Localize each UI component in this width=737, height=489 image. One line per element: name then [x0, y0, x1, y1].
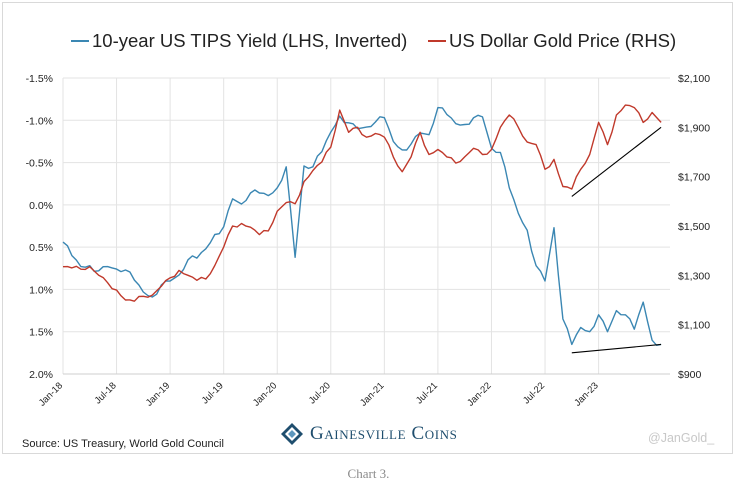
x-tick-label: Jan-23 [572, 380, 600, 408]
y-right-tick-label: $900 [678, 369, 702, 381]
y-left-tick-label: 0.5% [29, 242, 53, 254]
y-right-tick-label: $1,300 [678, 270, 710, 282]
brand-logo: Gainesville Coins [280, 422, 458, 446]
legend-label-gold: US Dollar Gold Price (RHS) [449, 30, 677, 51]
y-left-tick-label: 1.5% [29, 327, 53, 339]
y-right-tick-label: $1,500 [678, 221, 710, 233]
y-right-tick-label: $2,100 [678, 73, 710, 85]
x-tick-label: Jul-22 [521, 380, 547, 406]
x-tick-label: Jul-20 [307, 380, 333, 406]
series-line-tips-yield [62, 106, 662, 346]
y-right-tick-label: $1,100 [678, 320, 710, 332]
x-tick-label: Jul-19 [200, 380, 226, 406]
legend-item-gold: US Dollar Gold Price (RHS) [428, 30, 676, 52]
brand-name: Gainesville Coins [310, 423, 458, 444]
gold-trend-line [571, 126, 662, 197]
y-right-tick-label: $1,900 [678, 122, 710, 134]
legend-swatch-gold [428, 39, 446, 43]
chart-frame [2, 2, 733, 454]
legend-swatch-tips [71, 39, 89, 43]
y-left-tick-label: -1.0% [26, 115, 53, 127]
figure-caption: Chart 3. [347, 466, 390, 481]
y-right-tick-label: $1,700 [678, 172, 710, 184]
x-tick-label: Jan-22 [465, 380, 493, 408]
y-left-tick-label: 0.0% [29, 200, 53, 212]
legend-item-tips: 10-year US TIPS Yield (LHS, Inverted) [71, 30, 407, 52]
chart-legend: 10-year US TIPS Yield (LHS, Inverted) US… [0, 30, 737, 58]
x-tick-label: Jan-21 [358, 380, 386, 408]
x-tick-label: Jul-21 [414, 380, 440, 406]
watermark: @JanGold_ [648, 431, 715, 445]
y-left-tick-label: -1.5% [26, 73, 53, 85]
gainesville-coins-logo-icon [281, 423, 303, 445]
legend-label-tips: 10-year US TIPS Yield (LHS, Inverted) [92, 30, 408, 51]
x-tick-label: Jul-18 [93, 380, 119, 406]
tips-vs-gold-chart: -1.5% -1.0% -0.5% 0.0% 0.5% 1.0% 1.5% 2.0% $2,10… [26, 73, 711, 409]
source-note: Source: US Treasury, World Gold Council [22, 438, 224, 450]
y-left-tick-label: -0.5% [26, 158, 53, 170]
x-tick-label: Jan-19 [144, 380, 172, 408]
y-left-tick-label: 2.0% [29, 369, 53, 381]
tips-trend-line [571, 343, 662, 354]
series-line-gold-price [62, 104, 662, 302]
x-tick-label: Jan-18 [37, 380, 65, 408]
y-left-tick-label: 1.0% [29, 284, 53, 296]
x-tick-label: Jan-20 [251, 380, 279, 408]
